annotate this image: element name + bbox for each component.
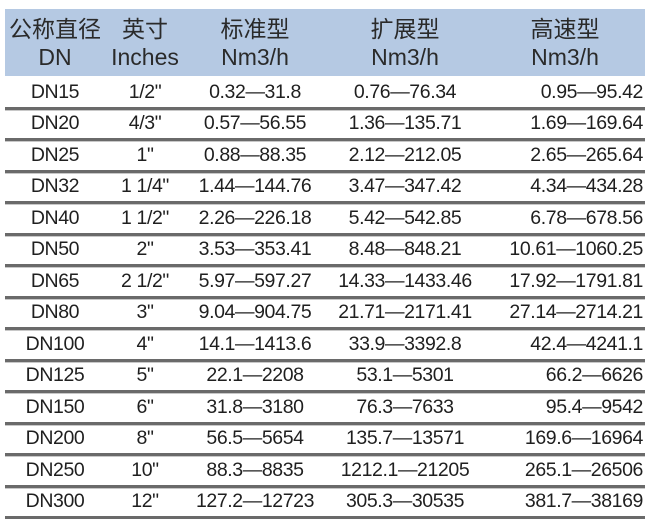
cell-standard: 3.53—353.41 [185,238,325,261]
cell-standard: 14.1—1413.6 [185,333,325,356]
cell-dn: DN40 [5,207,105,230]
cell-inches: 1 1/2" [105,207,185,230]
cell-dn: DN25 [5,144,105,167]
cell-dn: DN20 [5,112,105,135]
cell-extended: 135.7—13571 [325,427,485,450]
cell-standard: 0.57—56.55 [185,112,325,135]
cell-extended: 76.3—7633 [325,396,485,419]
cell-standard: 31.8—3180 [185,396,325,419]
cell-extended: 21.71—2171.41 [325,301,485,324]
header-highspeed-unit: Nm3/h [531,43,599,71]
header-dn-zh: 公称直径 [9,15,101,43]
cell-dn: DN200 [5,427,105,450]
cell-highspeed: 0.95—95.42 [485,81,645,104]
cell-dn: DN15 [5,81,105,104]
cell-extended: 14.33—1433.46 [325,270,485,293]
cell-highspeed: 95.4—9542 [485,396,645,419]
cell-inches: 1/2" [105,81,185,104]
cell-highspeed: 2.65—265.64 [485,144,645,167]
cell-standard: 2.26—226.18 [185,207,325,230]
cell-highspeed: 10.61—1060.25 [485,238,645,261]
cell-dn: DN80 [5,301,105,324]
cell-extended: 0.76—76.34 [325,81,485,104]
cell-inches: 8" [105,427,185,450]
header-extended-zh: 扩展型 [371,15,440,43]
cell-highspeed: 169.6—16964 [485,427,645,450]
cell-extended: 8.48—848.21 [325,238,485,261]
cell-dn: DN125 [5,364,105,387]
header-dn-en: DN [38,43,71,71]
cell-highspeed: 6.78—678.56 [485,207,645,230]
cell-highspeed: 4.34—434.28 [485,175,645,198]
cell-standard: 9.04—904.75 [185,301,325,324]
header-standard-unit: Nm3/h [221,43,289,71]
cell-inches: 4" [105,333,185,356]
cell-highspeed: 42.4—4241.1 [485,333,645,356]
cell-dn: DN150 [5,396,105,419]
header-extended-unit: Nm3/h [371,43,439,71]
cell-inches: 2 1/2" [105,270,185,293]
cell-extended: 1212.1—21205 [325,459,485,482]
cell-dn: DN250 [5,459,105,482]
cell-extended: 53.1—5301 [325,364,485,387]
header-highspeed-zh: 高速型 [531,15,600,43]
cell-standard: 0.32—31.8 [185,81,325,104]
cell-standard: 0.88—88.35 [185,144,325,167]
cell-highspeed: 66.2—6626 [485,364,645,387]
cell-extended: 33.9—3392.8 [325,333,485,356]
cell-standard: 5.97—597.27 [185,270,325,293]
cell-extended: 1.36—135.71 [325,112,485,135]
cell-inches: 4/3" [105,112,185,135]
header-inches-en: Inches [111,43,179,71]
cell-standard: 88.3—8835 [185,459,325,482]
header-standard-zh: 标准型 [221,15,290,43]
cell-inches: 3" [105,301,185,324]
cell-inches: 1 1/4" [105,175,185,198]
cell-inches: 10" [105,459,185,482]
header-inches-zh: 英寸 [122,15,168,43]
cell-inches: 1" [105,144,185,167]
cell-dn: DN32 [5,175,105,198]
cell-highspeed: 1.69—169.64 [485,112,645,135]
cell-standard: 56.5—5654 [185,427,325,450]
cell-extended: 3.47—347.42 [325,175,485,198]
cell-dn: DN100 [5,333,105,356]
cell-highspeed: 265.1—26506 [485,459,645,482]
cell-highspeed: 17.92—1791.81 [485,270,645,293]
cell-inches: 6" [105,396,185,419]
cell-inches: 2" [105,238,185,261]
cell-standard: 1.44—144.76 [185,175,325,198]
cell-dn: DN65 [5,270,105,293]
cell-dn: DN50 [5,238,105,261]
cell-highspeed: 27.14—2714.21 [485,301,645,324]
cell-standard: 22.1—2208 [185,364,325,387]
cell-extended: 2.12—212.05 [325,144,485,167]
cell-inches: 5" [105,364,185,387]
cell-extended: 5.42—542.85 [325,207,485,230]
